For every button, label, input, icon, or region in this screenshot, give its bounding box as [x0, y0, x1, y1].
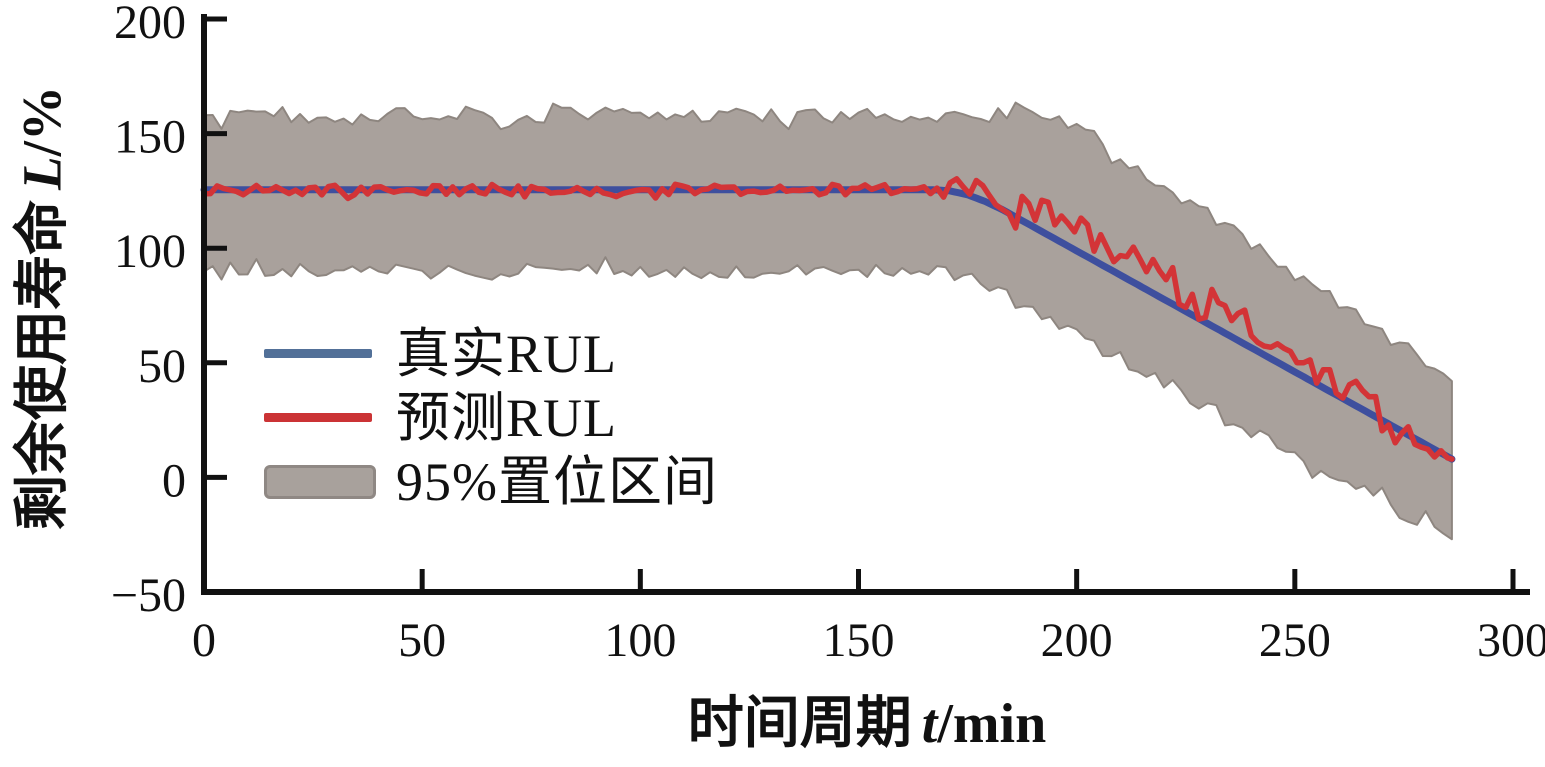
legend-swatch-true-rul — [264, 349, 376, 358]
y-axis-title-unit: /% — [11, 86, 73, 157]
y-tick-label: 100 — [114, 225, 186, 278]
y-tick-label: 50 — [138, 340, 186, 393]
confidence-band-95 — [203, 101, 1453, 541]
y-tick-label: −50 — [111, 569, 186, 622]
x-tick-label: 0 — [192, 614, 216, 667]
y-tick-label: 150 — [114, 111, 186, 164]
confidence-band-patch-swatch — [264, 464, 376, 499]
y-tick-label: 200 — [114, 0, 186, 49]
x-axis-title-variable: t — [921, 693, 938, 755]
x-tick-label: 100 — [604, 614, 676, 667]
true-rul-line-swatch — [264, 349, 372, 358]
y-axis-title: 剩余使用寿命 L/% — [11, 86, 73, 530]
y-axis-title-variable: L — [11, 156, 73, 190]
x-axis-title-text: 时间周期 — [687, 693, 912, 755]
predicted-rul-line — [201, 176, 1455, 462]
legend-item-confidence-band: 95%置位区间 — [264, 450, 718, 513]
legend-item-predicted-rul: 预测RUL — [264, 386, 718, 449]
legend-item-true-rul: 真实RUL — [264, 322, 718, 385]
x-tick-label: 50 — [398, 614, 446, 667]
x-axis-spine — [201, 589, 1530, 595]
legend-label-true-rul: 真实RUL — [396, 323, 617, 384]
y-axis-title-text: 剩余使用寿命 — [11, 199, 73, 530]
x-tick-label: 150 — [823, 614, 895, 667]
legend-swatch-predicted-rul — [264, 413, 376, 422]
legend-label-predicted-rul: 预测RUL — [396, 387, 617, 448]
x-axis-title: 时间周期 t/min — [204, 693, 1530, 756]
x-tick-label: 200 — [1041, 614, 1113, 667]
x-tick-label: 300 — [1477, 614, 1545, 667]
predicted-rul-line-swatch — [264, 413, 372, 422]
x-tick-label: 250 — [1259, 614, 1331, 667]
legend-swatch-confidence-band — [264, 464, 376, 499]
y-axis-spine — [201, 14, 207, 595]
y-tick-label: 0 — [162, 454, 186, 507]
x-axis-title-unit: /min — [937, 693, 1047, 755]
legend-label-confidence-band: 95%置位区间 — [396, 451, 718, 512]
legend: 真实RUL 预测RUL 95%置位区间 — [264, 322, 718, 513]
